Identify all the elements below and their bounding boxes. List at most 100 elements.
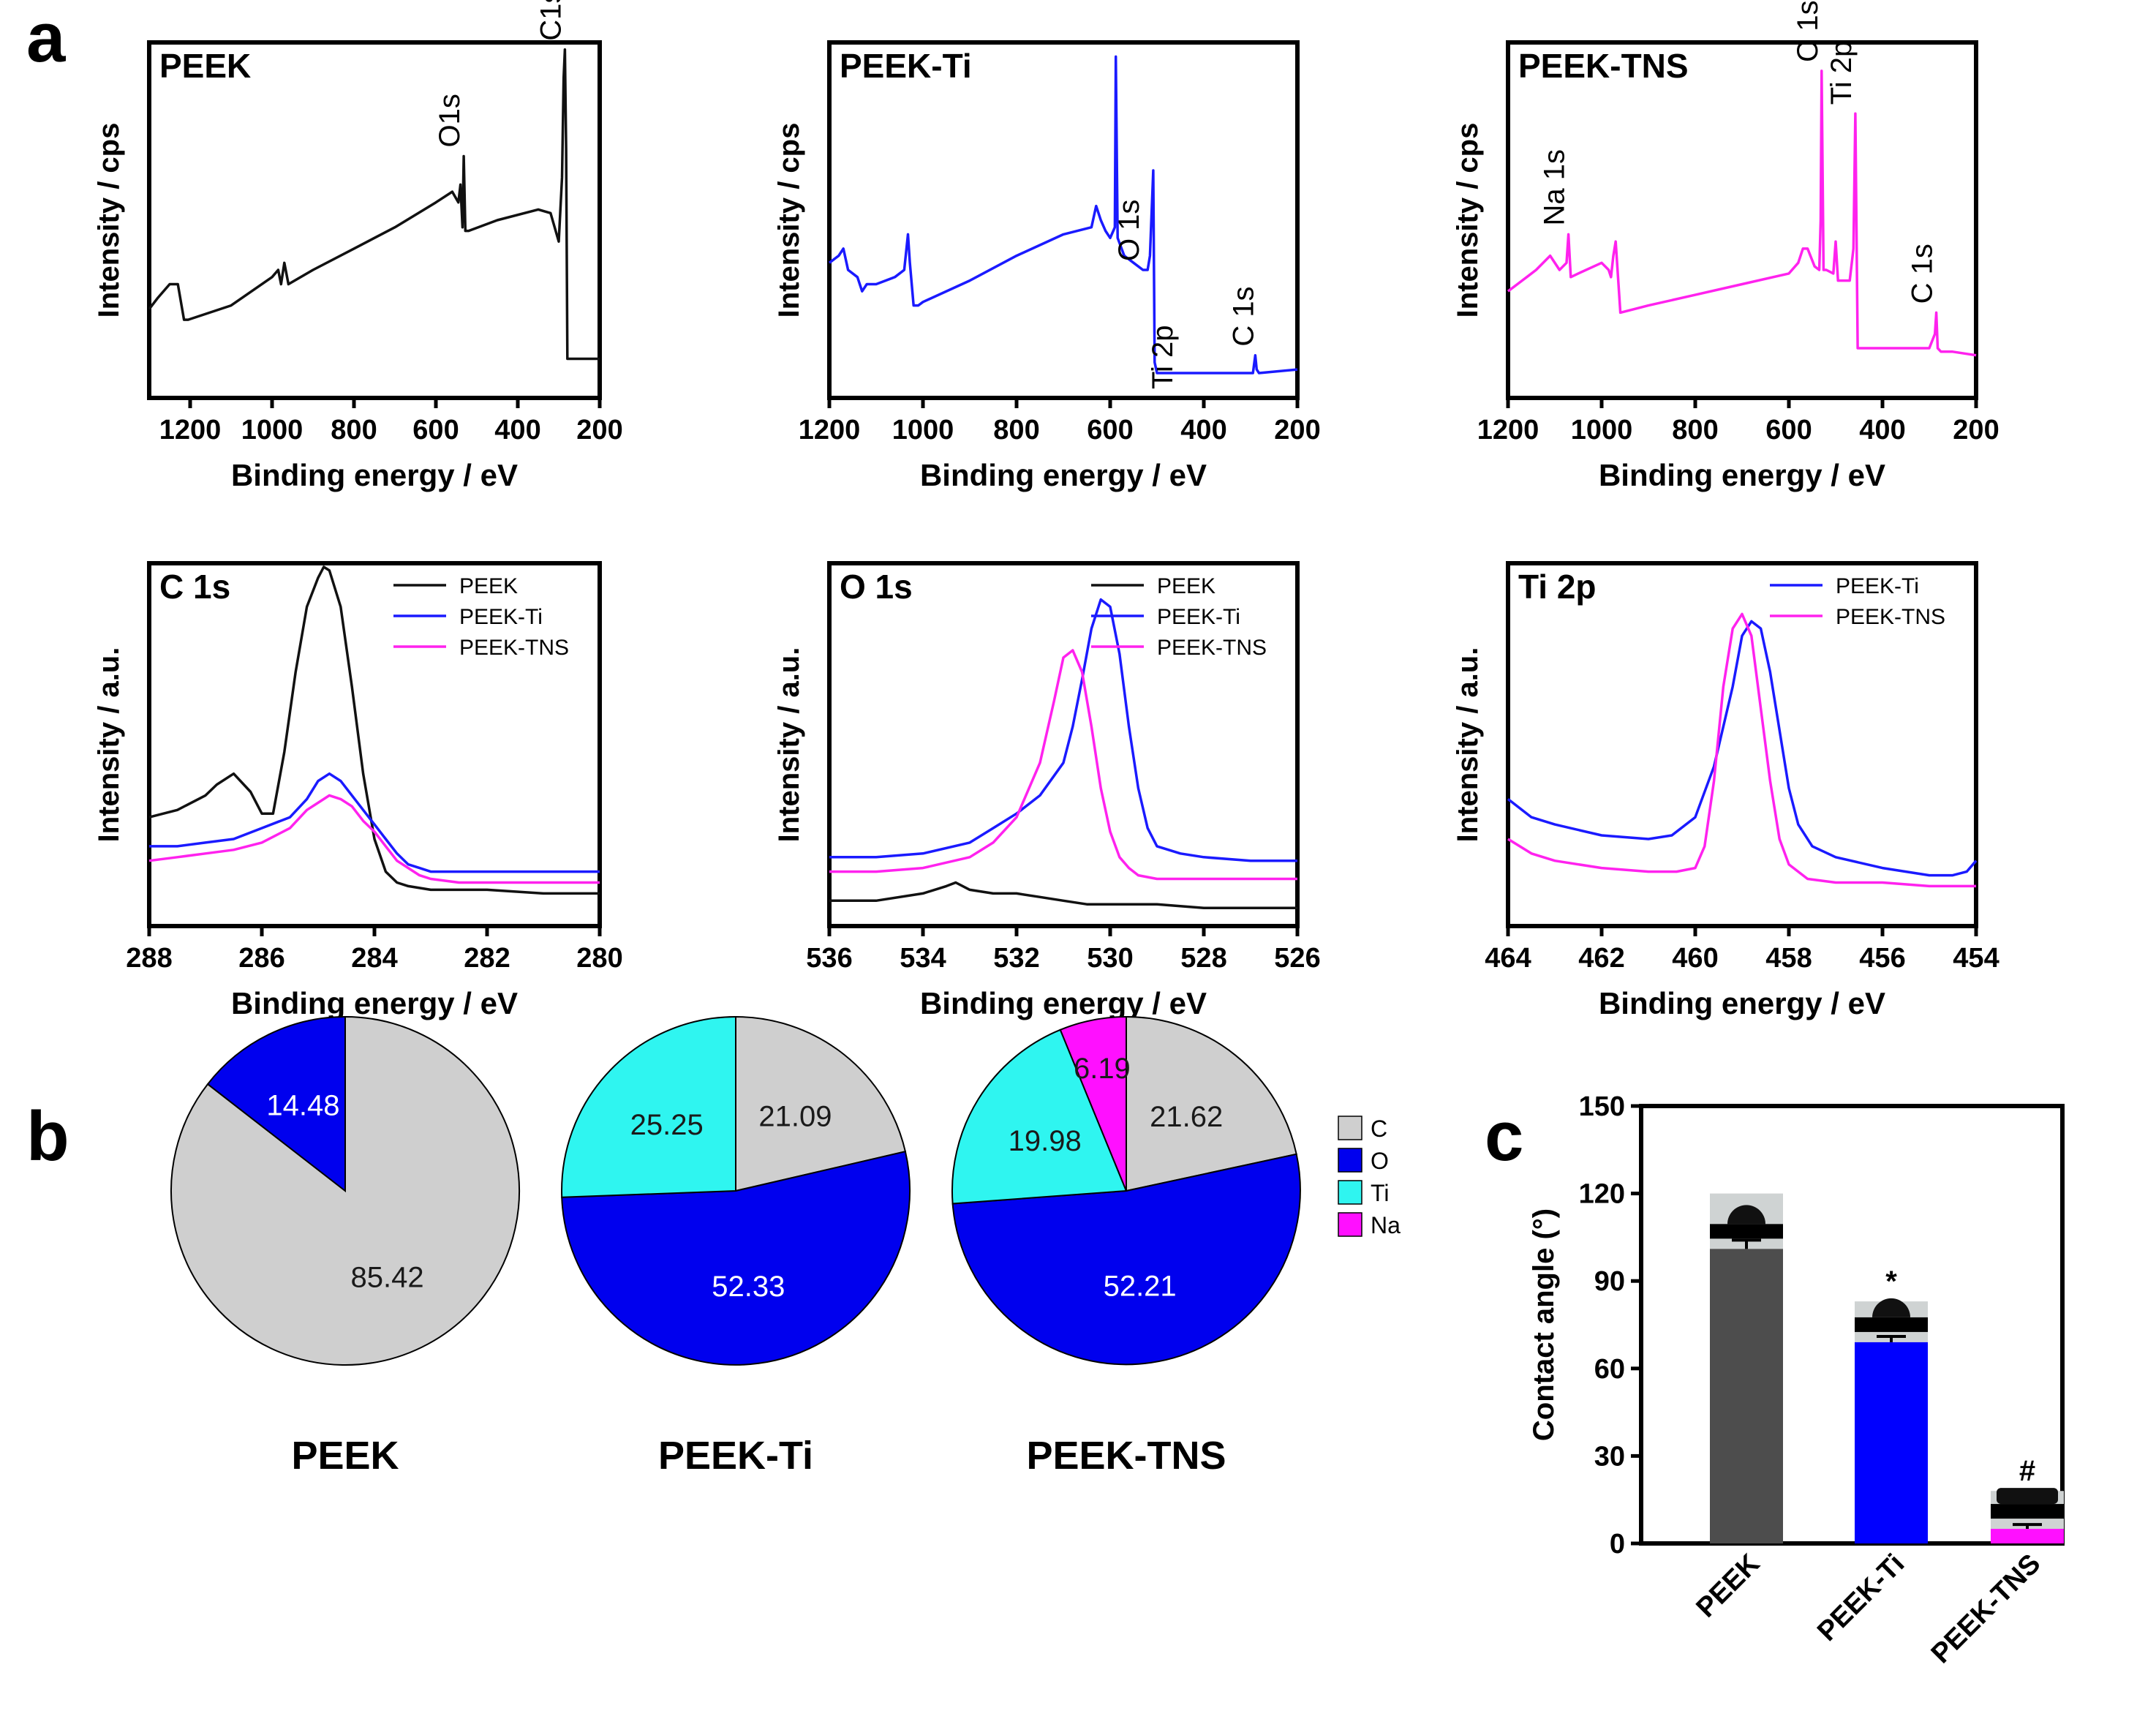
x-axis-label: Binding energy / eV: [920, 986, 1207, 1020]
x-tick-label: 200: [1953, 415, 1999, 445]
peak-label: O 1s: [1792, 0, 1824, 61]
pie-slice-ti: [951, 1028, 1128, 1205]
y-tick-label: 90: [1594, 1266, 1625, 1297]
droplet-substrate: [1991, 1504, 2064, 1519]
x-tick-label: 800: [1672, 415, 1718, 445]
panel-letter-c: c: [1485, 1097, 1523, 1176]
legend-label: PEEK-TNS: [1836, 605, 1945, 629]
plot-frame: [827, 40, 1300, 400]
pie-value-label: 25.25: [630, 1109, 704, 1141]
y-axis-label: Intensity / cps: [773, 123, 805, 318]
plot-frame: [1639, 1104, 2065, 1546]
x-tick-label: PEEK-Ti: [1812, 1549, 1910, 1647]
peak-label: O1s: [434, 94, 466, 147]
legend-label: PEEK-Ti: [1836, 574, 1919, 598]
bar-peek-tns: [1991, 1529, 2064, 1543]
pie-slice-ti: [561, 1015, 736, 1198]
chart-survey_peek: PEEK 1200 1000 800 600 400 200 Binding energy /…: [93, 0, 623, 492]
x-tick-label: 532: [993, 943, 1039, 974]
peak-label: Na 1s: [1539, 149, 1571, 226]
droplet-icon: [1727, 1205, 1765, 1225]
x-tick-label: 800: [331, 415, 377, 445]
x-tick-label: 1200: [159, 415, 222, 445]
x-tick-label: 1200: [799, 415, 861, 445]
series-line-peek: [829, 881, 1297, 909]
pie-title: PEEK: [291, 1434, 399, 1478]
legend-label: PEEK: [1157, 574, 1215, 598]
x-axis-label: Binding energy / eV: [231, 458, 518, 492]
y-tick-label: 150: [1579, 1091, 1625, 1122]
y-axis-label: Contact angle (°): [1528, 1208, 1560, 1441]
plot-title: PEEK-TNS: [1518, 47, 1689, 85]
peak-label: Ti 2p: [1825, 41, 1858, 105]
x-tick-label: 528: [1180, 943, 1226, 974]
x-tick-label: 460: [1672, 943, 1718, 974]
droplet-substrate: [1855, 1317, 1928, 1332]
pie-value-label: 52.21: [1104, 1271, 1177, 1303]
pie-title: PEEK-Ti: [658, 1434, 813, 1478]
legend-label: PEEK-Ti: [1157, 605, 1240, 629]
series-line-peek-tns: [1507, 612, 1976, 888]
series-line-peek: [148, 48, 600, 361]
series-line-peek-tns: [829, 649, 1297, 881]
x-tick-label: 1000: [892, 415, 954, 445]
x-tick-label: 400: [1859, 415, 1905, 445]
x-tick-label: 1200: [1477, 415, 1539, 445]
x-tick-label: 536: [806, 943, 852, 974]
x-tick-label: 454: [1953, 943, 1999, 974]
chart-pie_tns: 21.62 52.21 19.98 6.19 PEEK-TNS: [951, 1015, 1301, 1478]
series-line-peek-tns: [148, 794, 600, 884]
x-tick-label: 286: [238, 943, 284, 974]
y-axis-label: Intensity / a.u.: [773, 647, 805, 843]
series-line-peek-ti: [149, 772, 600, 873]
pie-slice-na: [1059, 1015, 1127, 1192]
bar-peek-ti: [1855, 1342, 1928, 1543]
pie-slice-c: [735, 1015, 907, 1192]
x-tick-label: 462: [1578, 943, 1624, 974]
x-tick-label: 464: [1485, 943, 1531, 974]
pie-title: PEEK-TNS: [1026, 1434, 1226, 1478]
legend-label: C: [1371, 1116, 1387, 1142]
bar-peek: [1710, 1249, 1783, 1543]
x-tick-label: 400: [494, 415, 540, 445]
x-tick-label: 200: [1274, 415, 1320, 445]
legend-label: O: [1371, 1148, 1389, 1174]
peak-label: O 1s: [1113, 200, 1145, 261]
x-tick-label: 200: [576, 415, 622, 445]
plot-frame: [1506, 561, 1978, 928]
legend-swatch-c: [1338, 1116, 1362, 1140]
series-line-peek-ti: [829, 598, 1297, 862]
y-tick-label: 0: [1610, 1529, 1625, 1560]
x-tick-label: 1000: [1571, 415, 1633, 445]
x-axis-label: Binding energy / eV: [920, 458, 1207, 492]
series-line-peek-ti: [828, 55, 1298, 375]
legend-label: PEEK-TNS: [459, 636, 569, 660]
x-tick-label: 284: [351, 943, 397, 974]
peak-label: C 1s: [1228, 286, 1260, 346]
x-tick-label: 458: [1765, 943, 1812, 974]
x-tick-label: 282: [464, 943, 510, 974]
x-axis-label: Binding energy / eV: [1599, 458, 1885, 492]
chart-pie_ti: 21.09 52.33 25.25 PEEK-Ti: [561, 1015, 911, 1478]
legend-swatch-ti: [1338, 1180, 1362, 1205]
x-tick-label: 456: [1859, 943, 1905, 974]
pie-value-label: 85.42: [351, 1262, 424, 1294]
y-tick-label: 60: [1594, 1354, 1625, 1385]
series-line-peek-ti: [1507, 620, 1978, 877]
legend-swatch-o: [1338, 1148, 1362, 1173]
x-tick-label: 600: [1765, 415, 1812, 445]
chart-pie_peek: 85.42 14.48 PEEK: [170, 1015, 521, 1478]
x-tick-label: 526: [1274, 943, 1320, 974]
legend-label: PEEK-Ti: [459, 605, 543, 629]
y-axis-label: Intensity / a.u.: [1452, 647, 1484, 843]
plot-title: PEEK: [159, 47, 251, 85]
pie-slice-o: [951, 1153, 1301, 1366]
plot-frame: [827, 561, 1300, 928]
x-tick-label: PEEK: [1690, 1548, 1765, 1623]
pie-slice-c: [1126, 1015, 1297, 1192]
y-axis-label: Intensity / a.u.: [93, 647, 125, 843]
plot-title: O 1s: [840, 568, 913, 606]
chart-survey_ti: PEEK-Ti 1200 1000 800 600 400 200 Binding energ…: [773, 40, 1321, 492]
pie-value-label: 21.09: [758, 1101, 832, 1133]
chart-contact-angle: 0 30 60 90 120 150 Contact angle (°) PEEK * PEEK-…: [1528, 1091, 2065, 1669]
